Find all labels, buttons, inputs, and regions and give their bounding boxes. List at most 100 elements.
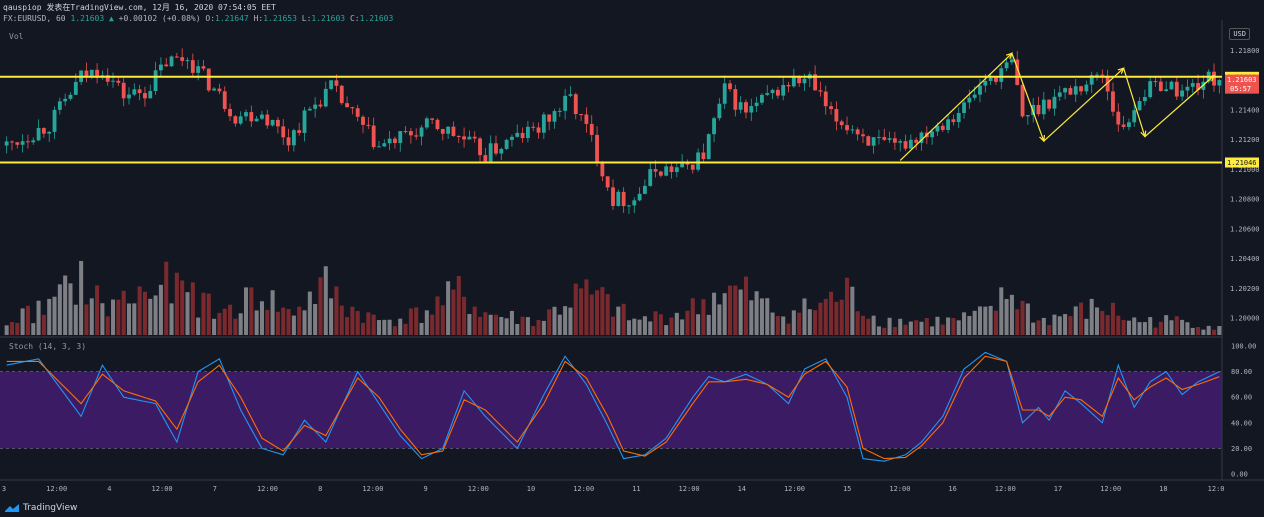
close-value: 1.21603 <box>359 14 394 23</box>
volume-bar <box>637 319 642 335</box>
volume-bar <box>1201 329 1206 335</box>
candle-body <box>877 137 881 139</box>
candle-body <box>20 141 25 145</box>
currency-button[interactable]: USD <box>1229 28 1250 40</box>
candle-body <box>47 131 52 134</box>
candle-body <box>403 131 408 133</box>
candle-body <box>892 138 897 143</box>
candle-body <box>744 102 748 113</box>
volume-bar <box>696 314 701 335</box>
volume-bar <box>743 276 748 335</box>
volume-bar <box>658 314 663 335</box>
zigzag-segment[interactable] <box>1123 67 1146 137</box>
candle-body <box>180 57 185 61</box>
candle-body <box>153 70 158 91</box>
volume-bar <box>754 291 759 335</box>
candle-body <box>510 136 514 140</box>
volume-bar <box>126 303 132 335</box>
time-tick-label: 12:00 <box>257 485 278 493</box>
volume-bar <box>504 318 509 335</box>
candle-body <box>632 200 637 206</box>
candle-body <box>871 137 876 146</box>
candle-body <box>680 162 685 168</box>
volume-bar <box>669 317 674 335</box>
symbol[interactable]: FX:EURUSD, 60 <box>3 14 66 23</box>
candle-body <box>829 106 833 109</box>
candle-body <box>297 130 302 133</box>
candle-body <box>206 68 211 91</box>
candle-body <box>621 191 626 207</box>
candle-body <box>148 90 153 99</box>
volume-bar <box>52 296 57 335</box>
volume-bar <box>781 316 786 335</box>
candle-body <box>589 123 594 135</box>
volume-bar <box>483 312 488 335</box>
volume-bar <box>424 310 429 335</box>
zigzag-segment[interactable] <box>899 52 1013 161</box>
volume-bar <box>472 306 477 335</box>
stoch-line-k[interactable] <box>6 351 1220 462</box>
volume-bar <box>988 305 993 335</box>
zigzag-segment[interactable] <box>1043 67 1125 142</box>
volume-bar <box>4 325 9 335</box>
candle-body <box>345 103 349 108</box>
volume-bar <box>174 272 179 335</box>
candle-body <box>68 94 73 99</box>
stoch-band <box>0 371 1222 449</box>
candle-body <box>908 139 913 149</box>
candle-body <box>781 85 786 96</box>
volume-bar <box>1100 310 1105 335</box>
volume-bar <box>898 318 903 335</box>
volume-bar <box>185 292 190 335</box>
candle-body <box>547 114 552 122</box>
volume-bar <box>398 318 403 335</box>
zigzag-segment[interactable] <box>1011 53 1045 142</box>
volume-bar <box>329 298 334 335</box>
candle-body <box>483 155 488 162</box>
candle-body <box>84 70 89 77</box>
candle-body <box>775 89 780 96</box>
volume-bar <box>882 327 887 335</box>
volume-bar <box>1174 316 1179 335</box>
candle-body <box>669 166 674 173</box>
stoch-tick-label: 80.00 <box>1231 368 1252 376</box>
candle-body <box>1212 71 1216 86</box>
candle-body <box>903 141 908 149</box>
volume-bar <box>1142 322 1147 335</box>
volume-bar <box>371 314 376 335</box>
stoch-line-d[interactable] <box>6 355 1220 460</box>
volume-bar <box>993 310 998 335</box>
candle-body <box>765 93 770 95</box>
price-tick-label: 1.21000 <box>1230 166 1260 174</box>
volume-bar <box>924 318 929 335</box>
candle-body <box>712 118 716 135</box>
volume-bar <box>690 298 695 335</box>
volume-bar <box>382 319 387 335</box>
volume-bar <box>100 303 105 335</box>
volume-bar <box>579 288 584 335</box>
candle-body <box>1185 86 1190 91</box>
volume-bar <box>164 261 169 335</box>
candle-body <box>291 130 296 146</box>
volume-bar <box>977 306 983 335</box>
candle-body <box>1158 81 1163 92</box>
volume-bar <box>1031 322 1036 335</box>
candle-body <box>424 118 429 128</box>
time-tick-label: 12:00 <box>679 485 700 493</box>
volume-bar <box>249 287 254 335</box>
volume-bar <box>233 318 238 335</box>
candle-body <box>1153 81 1158 83</box>
candle-body <box>738 102 743 110</box>
zigzag-segment[interactable] <box>1144 75 1215 138</box>
candle-body <box>307 108 312 111</box>
volume-bar <box>791 310 796 335</box>
candle-body <box>690 164 695 170</box>
candle-body <box>972 94 977 98</box>
candle-body <box>1196 83 1200 90</box>
volume-bar <box>823 298 828 335</box>
time-tick-label: 12:00 <box>1100 485 1121 493</box>
high-label: H: <box>253 14 264 23</box>
volume-bar <box>440 305 445 335</box>
time-tick-label: 3 <box>2 485 6 493</box>
